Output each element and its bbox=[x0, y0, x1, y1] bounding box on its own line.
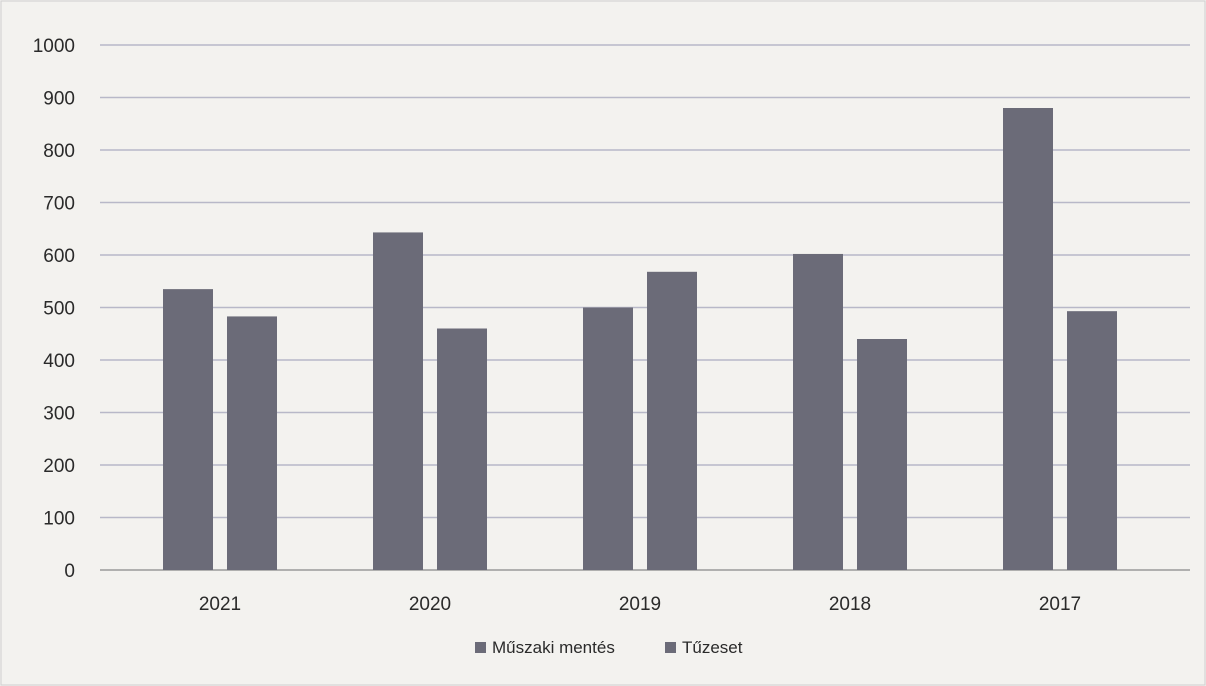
y-tick-label: 200 bbox=[43, 456, 75, 477]
legend-swatch bbox=[665, 642, 676, 653]
legend: Műszaki mentés Tűzeset bbox=[475, 638, 743, 657]
bars bbox=[163, 108, 1117, 571]
bar-muszaki-mentes-2019 bbox=[583, 307, 633, 570]
x-category-label: 2019 bbox=[619, 594, 661, 615]
x-category-label: 2020 bbox=[409, 594, 451, 615]
y-tick-label: 300 bbox=[43, 404, 75, 425]
legend-label: Műszaki mentés bbox=[492, 638, 615, 657]
bar-tuzeset-2020 bbox=[437, 328, 487, 570]
y-tick-label: 800 bbox=[43, 141, 75, 162]
x-axis-category-labels: 2021 2020 2019 2018 2017 bbox=[199, 594, 1081, 615]
bar-muszaki-mentes-2021 bbox=[163, 289, 213, 570]
y-tick-label: 900 bbox=[43, 89, 75, 110]
y-tick-label: 400 bbox=[43, 351, 75, 372]
bar-tuzeset-2021 bbox=[227, 316, 277, 570]
y-tick-label: 100 bbox=[43, 509, 75, 530]
y-tick-label: 500 bbox=[43, 299, 75, 320]
bar-muszaki-mentes-2017 bbox=[1003, 108, 1053, 570]
bar-muszaki-mentes-2020 bbox=[373, 232, 423, 571]
x-category-label: 2017 bbox=[1039, 594, 1081, 615]
bar-tuzeset-2019 bbox=[647, 271, 697, 570]
bar-tuzeset-2018 bbox=[857, 339, 907, 570]
legend-label: Tűzeset bbox=[682, 638, 743, 657]
bar-muszaki-mentes-2018 bbox=[793, 253, 843, 570]
y-axis-tick-labels: 0 100 200 300 400 500 600 700 800 900 1000 bbox=[33, 36, 75, 582]
x-category-label: 2021 bbox=[199, 594, 241, 615]
x-category-label: 2018 bbox=[829, 594, 871, 615]
y-tick-label: 700 bbox=[43, 194, 75, 215]
y-tick-label: 600 bbox=[43, 246, 75, 267]
y-tick-label: 1000 bbox=[33, 36, 75, 57]
bar-tuzeset-2017 bbox=[1067, 311, 1117, 570]
y-tick-label: 0 bbox=[64, 561, 75, 582]
legend-swatch bbox=[475, 642, 486, 653]
